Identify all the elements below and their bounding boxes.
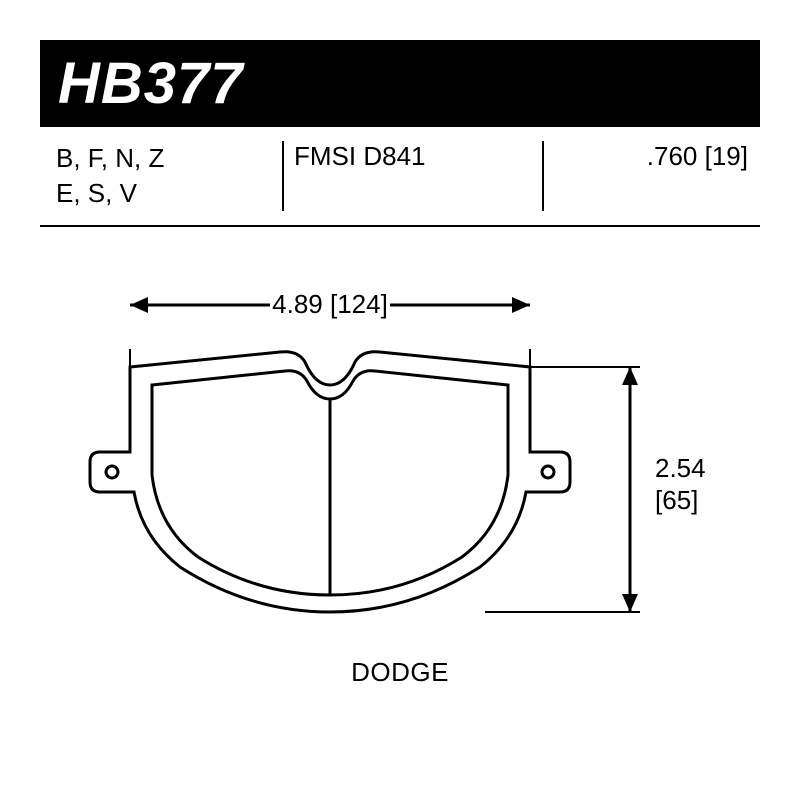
fmsi-code: FMSI D841 <box>284 141 544 211</box>
height-mm: [65] <box>655 485 698 515</box>
brand-label: DODGE <box>40 657 760 688</box>
brake-pad-shape <box>90 349 570 612</box>
thickness-mm: 19 <box>712 141 741 171</box>
compound-codes: B, F, N, Z E, S, V <box>50 141 284 211</box>
part-number: HB377 <box>58 50 742 117</box>
height-in: 2.54 <box>655 453 706 483</box>
info-row: B, F, N, Z E, S, V FMSI D841 .760 [19] <box>40 127 760 227</box>
header-bar: HB377 <box>40 40 760 127</box>
codes-line-2: E, S, V <box>56 176 272 211</box>
codes-line-1: B, F, N, Z <box>56 141 272 176</box>
diagram-area: 4.89 [124] <box>40 237 760 657</box>
spec-sheet: HB377 B, F, N, Z E, S, V FMSI D841 .760 … <box>0 0 800 800</box>
height-dimension: 2.54 [65] <box>485 367 706 612</box>
thickness-in: .760 <box>647 141 698 171</box>
width-label: 4.89 [124] <box>272 289 388 319</box>
brake-pad-diagram: 4.89 [124] <box>40 237 760 657</box>
width-dimension: 4.89 [124] <box>130 287 530 319</box>
thickness: .760 [19] <box>544 141 754 211</box>
